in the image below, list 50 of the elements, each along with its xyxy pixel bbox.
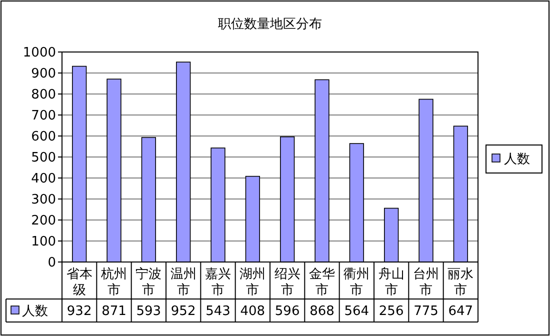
data-label: 932	[66, 304, 92, 319]
bar	[314, 79, 330, 262]
x-tick-label: 温州市	[170, 267, 196, 298]
x-tick-label: 绍兴市	[274, 267, 300, 298]
data-label: 593	[136, 304, 162, 319]
bar	[418, 98, 434, 262]
bar	[349, 143, 364, 262]
y-tick-label: 0	[48, 256, 56, 270]
bar	[210, 148, 226, 262]
data-label: 775	[414, 304, 438, 319]
x-tick-label: 宁波市	[136, 266, 162, 298]
text: 人数	[22, 304, 48, 319]
legend: 人数	[486, 144, 542, 174]
data-label: 543	[206, 304, 230, 319]
bar	[106, 78, 122, 262]
y-tick-label: 100	[31, 234, 56, 250]
y-tick-label: 800	[31, 88, 56, 102]
bar	[72, 66, 87, 262]
y-tick-label: 1000	[22, 46, 56, 60]
y-tick-label: 300	[31, 192, 56, 208]
x-tick-label: 湖州市	[240, 267, 266, 298]
bar	[384, 208, 399, 262]
data-label: 647	[448, 304, 474, 319]
data-label: 408	[240, 304, 266, 319]
y-tick-label: 200	[31, 214, 56, 228]
bar	[141, 137, 156, 262]
x-tick-label: 丽水市	[448, 267, 474, 298]
x-tick-label: 嘉兴市	[205, 267, 231, 298]
data-label: 952	[170, 304, 196, 319]
x-tick-label: 金华市	[309, 267, 335, 298]
x-tick-label: 衢州市	[344, 267, 370, 298]
data-label: 871	[102, 304, 126, 319]
data-label: 256	[378, 304, 404, 319]
bar	[245, 176, 260, 262]
x-tick-label: 台州市	[413, 267, 439, 298]
y-tick-label: 600	[31, 130, 56, 144]
y-tick-label: 700	[31, 108, 56, 124]
bar	[280, 136, 295, 262]
bar	[453, 126, 468, 262]
data-label: 564	[344, 304, 370, 319]
data-label: 596	[274, 304, 300, 319]
y-tick-label: 900	[31, 66, 56, 82]
x-tick-label: 杭州市	[100, 267, 127, 298]
y-tick-label: 500	[31, 150, 56, 166]
chart-title: 职位数量地区分布	[218, 17, 322, 32]
x-tick-label: 舟山市	[378, 267, 404, 298]
data-label: 868	[310, 304, 334, 319]
legend-label: 人数	[504, 152, 530, 167]
bar	[176, 62, 191, 262]
y-tick-label: 400	[31, 172, 56, 186]
